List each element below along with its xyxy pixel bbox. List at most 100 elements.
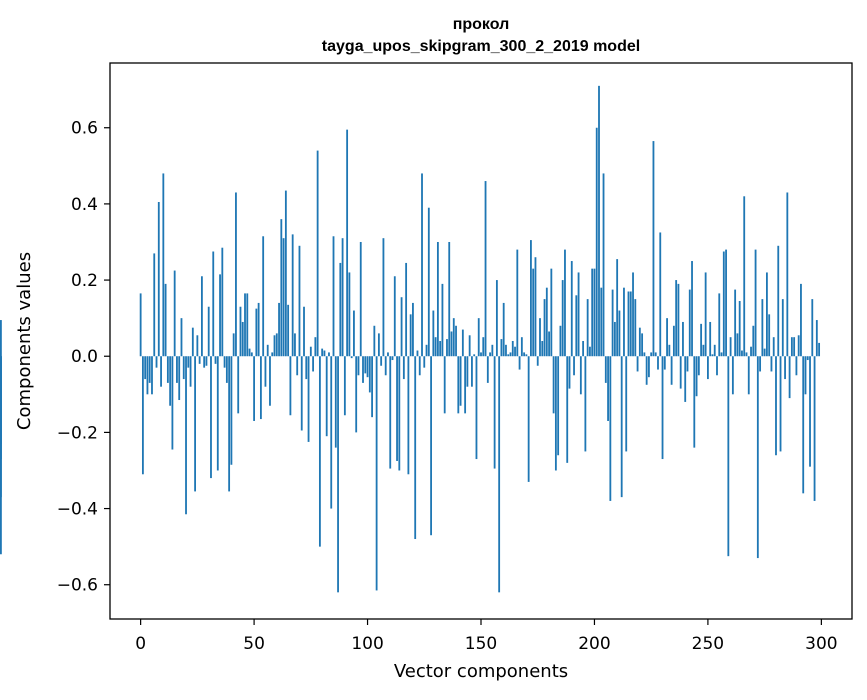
bar bbox=[407, 356, 410, 475]
bar bbox=[579, 356, 582, 395]
bar bbox=[246, 293, 249, 357]
y-tick-label: −0.2 bbox=[57, 423, 98, 443]
bar bbox=[216, 356, 219, 471]
bar bbox=[763, 348, 766, 357]
bar bbox=[495, 280, 498, 357]
bar bbox=[752, 325, 755, 357]
bar bbox=[713, 344, 716, 357]
bar bbox=[339, 262, 342, 357]
bar bbox=[430, 356, 432, 536]
bar bbox=[139, 293, 142, 357]
bar bbox=[273, 335, 276, 357]
bar bbox=[736, 333, 739, 357]
bar bbox=[725, 249, 727, 357]
bar bbox=[196, 335, 199, 357]
bar bbox=[539, 318, 541, 357]
bar bbox=[414, 356, 417, 540]
bar bbox=[296, 356, 299, 376]
bar bbox=[164, 283, 167, 357]
y-tick-label: 0.6 bbox=[71, 119, 98, 139]
bar bbox=[634, 299, 637, 357]
bar bbox=[486, 356, 489, 383]
bar bbox=[146, 356, 149, 395]
bar bbox=[373, 325, 376, 357]
bar bbox=[718, 293, 721, 357]
bar bbox=[759, 356, 762, 372]
bar bbox=[711, 354, 714, 357]
bar bbox=[788, 356, 791, 399]
bar bbox=[770, 356, 773, 372]
bar bbox=[514, 346, 516, 357]
y-tick-label: 0.4 bbox=[71, 195, 98, 215]
bar bbox=[545, 287, 548, 357]
bar bbox=[214, 356, 217, 364]
bar bbox=[362, 356, 364, 383]
bar bbox=[328, 352, 330, 357]
bar bbox=[629, 291, 632, 357]
bar bbox=[151, 356, 153, 395]
bar bbox=[232, 333, 235, 357]
bar bbox=[205, 356, 208, 366]
bar bbox=[768, 314, 771, 357]
bar bbox=[355, 356, 358, 433]
bar bbox=[688, 289, 691, 357]
bar bbox=[448, 241, 451, 357]
bar bbox=[436, 241, 439, 357]
bar bbox=[682, 321, 684, 357]
bar bbox=[321, 348, 324, 357]
bar bbox=[507, 354, 510, 357]
bar bbox=[141, 356, 144, 475]
bar bbox=[300, 356, 303, 431]
bar bbox=[777, 245, 780, 357]
bar bbox=[325, 356, 328, 437]
bar bbox=[198, 356, 201, 364]
bar bbox=[228, 356, 231, 492]
bar bbox=[284, 190, 287, 357]
bar bbox=[491, 344, 494, 357]
bar bbox=[684, 356, 687, 402]
bar bbox=[255, 308, 258, 357]
bar bbox=[727, 356, 730, 557]
y-tick-label: 0.0 bbox=[71, 347, 98, 367]
bar bbox=[446, 339, 448, 357]
bar bbox=[584, 356, 587, 452]
bar bbox=[223, 356, 226, 368]
bar bbox=[178, 356, 181, 401]
bar bbox=[582, 341, 585, 357]
bar bbox=[761, 299, 764, 357]
bar bbox=[221, 247, 224, 357]
bar bbox=[393, 276, 396, 357]
bar bbox=[468, 335, 471, 357]
bar bbox=[613, 321, 616, 357]
bar bbox=[212, 251, 215, 357]
bar bbox=[452, 318, 455, 357]
bar bbox=[471, 356, 473, 387]
bar bbox=[766, 272, 768, 357]
bar bbox=[686, 356, 689, 372]
bar bbox=[709, 321, 712, 357]
bar bbox=[457, 356, 460, 414]
bar bbox=[377, 333, 380, 357]
bar bbox=[353, 310, 355, 357]
bar bbox=[271, 352, 274, 357]
bar bbox=[702, 344, 705, 357]
bar bbox=[811, 299, 814, 357]
chart-title: прокол bbox=[453, 16, 510, 33]
bar bbox=[691, 261, 693, 357]
bar bbox=[461, 329, 464, 357]
bar bbox=[382, 238, 385, 357]
bar bbox=[557, 356, 560, 456]
bar bbox=[357, 356, 360, 376]
bar bbox=[455, 325, 457, 357]
bar bbox=[625, 356, 628, 452]
bar bbox=[498, 356, 501, 593]
y-tick-label: 0.2 bbox=[71, 271, 98, 291]
bar bbox=[804, 356, 807, 395]
bar bbox=[398, 356, 401, 471]
bar bbox=[348, 272, 351, 357]
bar bbox=[731, 356, 734, 395]
bar bbox=[754, 249, 757, 357]
bar bbox=[573, 356, 575, 376]
bar bbox=[484, 181, 487, 357]
bar bbox=[418, 356, 421, 376]
